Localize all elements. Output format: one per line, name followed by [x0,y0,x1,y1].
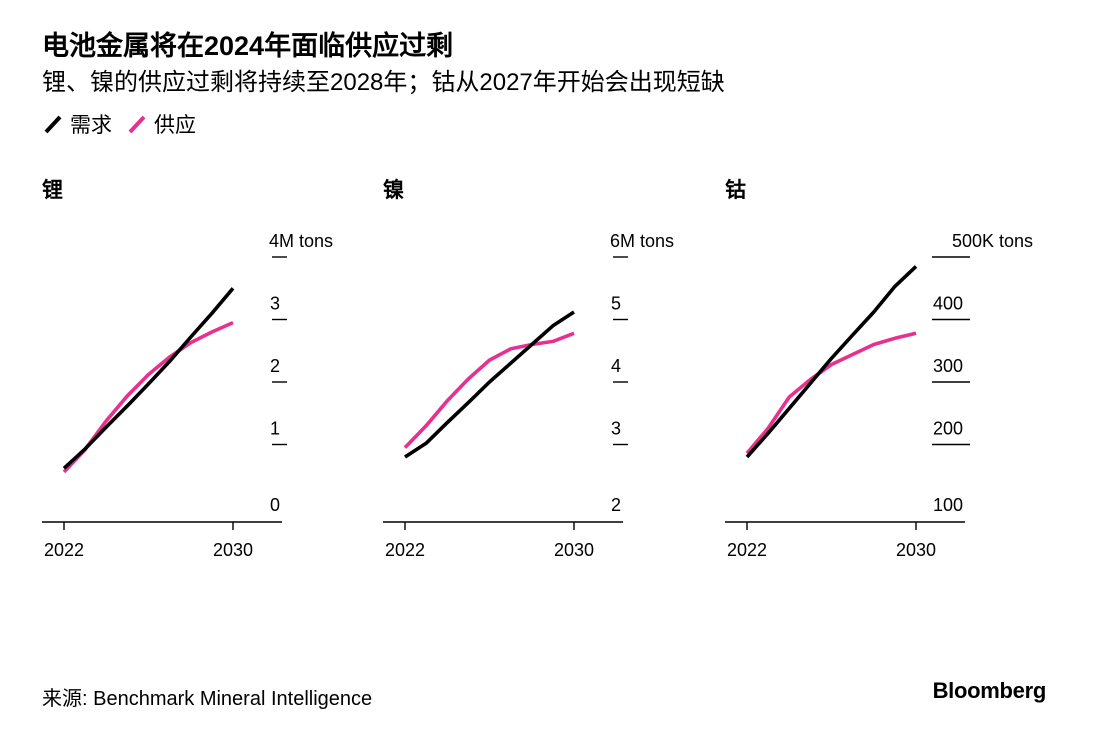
charts-area: 锂 0 1 2 3 4M tons 2022 2030 镍 2 3 4 5 6M tons 2022 2030… [42,178,1033,560]
x-tick-label-2-1: 2030 [896,540,936,560]
y-tick-label-1-1: 3 [611,419,621,439]
x-tick-label-1-0: 2022 [385,540,425,560]
supply-swatch-icon [128,115,146,134]
y-tick-label-1-2: 4 [611,356,621,376]
y-tick-label-1-0: 2 [611,495,621,515]
bloomberg-logo: Bloomberg [932,678,1047,703]
series-line-demand-0 [62,287,235,470]
x-tick-label-0-1: 2030 [213,540,253,560]
y-tick-label-2-2: 300 [933,356,963,376]
y-tick-label-0-1: 1 [270,419,280,439]
y-tick-label-2-3: 400 [933,294,963,314]
panel-title-0: 锂 [42,178,63,202]
series-line-supply-2 [745,331,917,455]
legend-supply-label: 供应 [154,114,196,137]
legend: 需求 供应 [42,110,210,138]
source-note: 来源: Benchmark Mineral Intelligence [42,688,373,710]
series-line-supply-1 [403,331,575,449]
x-tick-label-2-0: 2022 [727,540,767,560]
panel-title-2: 钴 [725,178,746,202]
y-tick-label-0-3: 3 [270,294,280,314]
panel-title-1: 镍 [383,178,404,202]
y-tick-label-0-2: 2 [270,356,280,376]
y-tick-label-0-4: 4M tons [269,231,333,251]
x-tick-label-1-1: 2030 [554,540,594,560]
series-line-demand-2 [745,265,918,459]
legend-item-demand: 需求 [42,109,112,139]
y-tick-label-2-1: 200 [933,419,963,439]
y-tick-label-1-3: 5 [611,294,621,314]
series-line-supply-0 [62,320,234,474]
series-line-demand-1 [404,310,575,459]
chart-subtitle: 锂、镍的供应过剩将持续至2028年；钴从2027年开始会出现短缺 [42,69,725,96]
chart-title: 电池金属将在2024年面临供应过剩 [42,31,454,61]
legend-item-supply: 供应 [126,109,196,139]
demand-swatch-icon [44,115,62,134]
y-tick-label-0-0: 0 [270,495,280,515]
y-tick-label-1-4: 6M tons [610,231,674,251]
y-tick-label-2-4: 500K tons [952,231,1033,251]
legend-demand-label: 需求 [70,114,112,137]
x-tick-label-0-0: 2022 [44,540,84,560]
y-tick-label-2-0: 100 [933,495,963,515]
